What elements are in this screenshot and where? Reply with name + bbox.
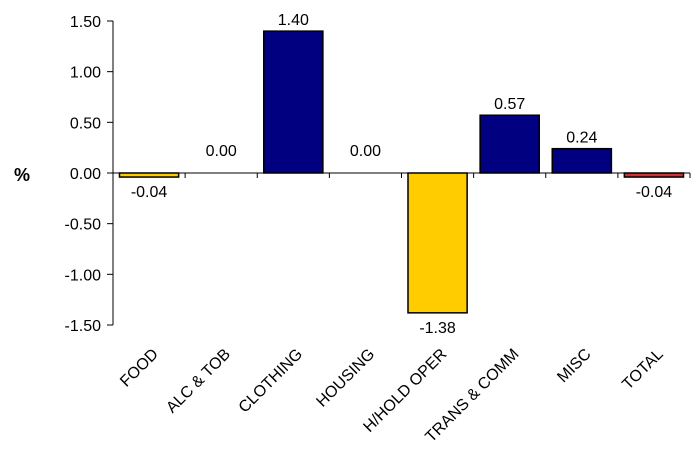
x-tick-label: CLOTHING [236,346,306,416]
data-label: 0.57 [494,96,525,113]
data-labels: -0.04 0.00 1.40 0.00 -1.38 0.57 0.24 -0.04 [131,12,672,337]
y-axis-label: % [14,165,30,185]
y-tick-label: 1.00 [70,65,101,82]
bar [623,172,685,178]
x-tick-label: FOOD [117,346,162,391]
bar [262,30,324,174]
y-tick-label: 0.50 [70,115,101,132]
data-label: 0.00 [206,143,237,160]
data-label: -0.04 [131,184,168,201]
y-tick-label: 1.50 [70,14,101,31]
y-axis: 1.50 1.00 0.50 0.00 -0.50 -1.00 -1.50 [65,14,113,335]
bars [118,30,685,314]
y-tick-label: -0.50 [65,217,102,234]
data-label: 1.40 [278,12,309,29]
y-tick-label: -1.50 [65,318,102,335]
data-label: -0.04 [636,184,673,201]
y-tick-label: -1.00 [65,267,102,284]
bar [118,172,180,178]
x-tick-label: HOUSING [313,346,378,411]
x-tick-label: MISC [554,346,594,386]
x-tick-label: TOTAL [619,346,667,394]
bar [479,114,541,174]
bar [551,147,613,174]
data-label: 0.24 [566,130,597,147]
data-label: 0.00 [350,143,381,160]
y-tick-label: 0.00 [70,166,101,183]
bar [407,172,468,314]
axes [112,21,691,325]
data-label: -1.38 [419,320,456,337]
x-tick-label: ALC & TOB [163,346,234,417]
